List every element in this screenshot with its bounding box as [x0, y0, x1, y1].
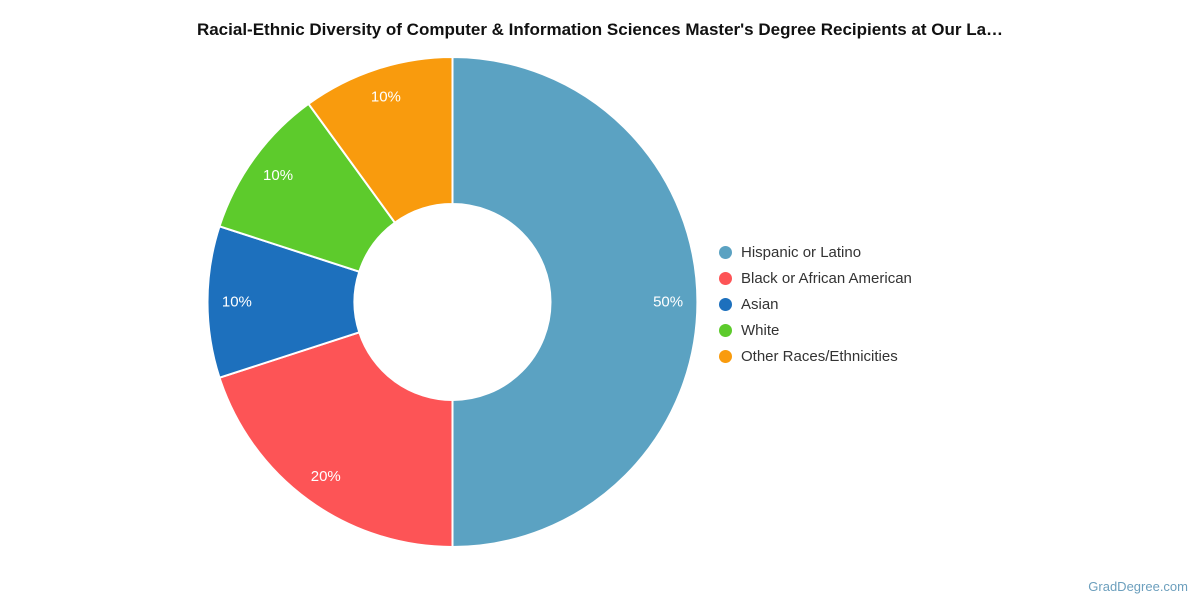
- legend-item-label: Hispanic or Latino: [741, 243, 862, 261]
- pie-slice[interactable]: [218, 331, 454, 548]
- legend-swatch-icon: [719, 245, 732, 259]
- legend-item: White: [719, 317, 912, 343]
- legend-swatch-icon: [719, 271, 732, 285]
- legend-swatch-icon: [719, 349, 732, 363]
- legend-item: Asian: [719, 291, 912, 317]
- pie-slice[interactable]: [451, 56, 699, 548]
- legend-item-label: Black or African American: [741, 269, 912, 287]
- legend-item-label: White: [741, 321, 780, 339]
- legend-item-label: Asian: [741, 295, 779, 313]
- legend-item: Other Races/Ethnicities: [719, 343, 912, 369]
- legend: Hispanic or Latino Black or African Ameri…: [719, 239, 912, 369]
- slice-label: 10%: [371, 88, 401, 105]
- legend-item: Black or African American: [719, 265, 912, 291]
- legend-item-label: Other Races/Ethnicities: [741, 347, 898, 365]
- legend-swatch-icon: [719, 297, 732, 311]
- slice-label: 10%: [222, 294, 252, 311]
- slice-label: 10%: [263, 167, 293, 184]
- slice-label: 50%: [653, 294, 683, 311]
- legend-item: Hispanic or Latino: [719, 239, 912, 265]
- pie-slice[interactable]: [307, 56, 454, 224]
- chart-title: Racial-Ethnic Diversity of Computer & In…: [196, 20, 1004, 39]
- slice-label: 20%: [311, 468, 341, 485]
- legend-swatch-icon: [719, 323, 732, 337]
- watermark-link[interactable]: GradDegree.com: [1088, 579, 1188, 594]
